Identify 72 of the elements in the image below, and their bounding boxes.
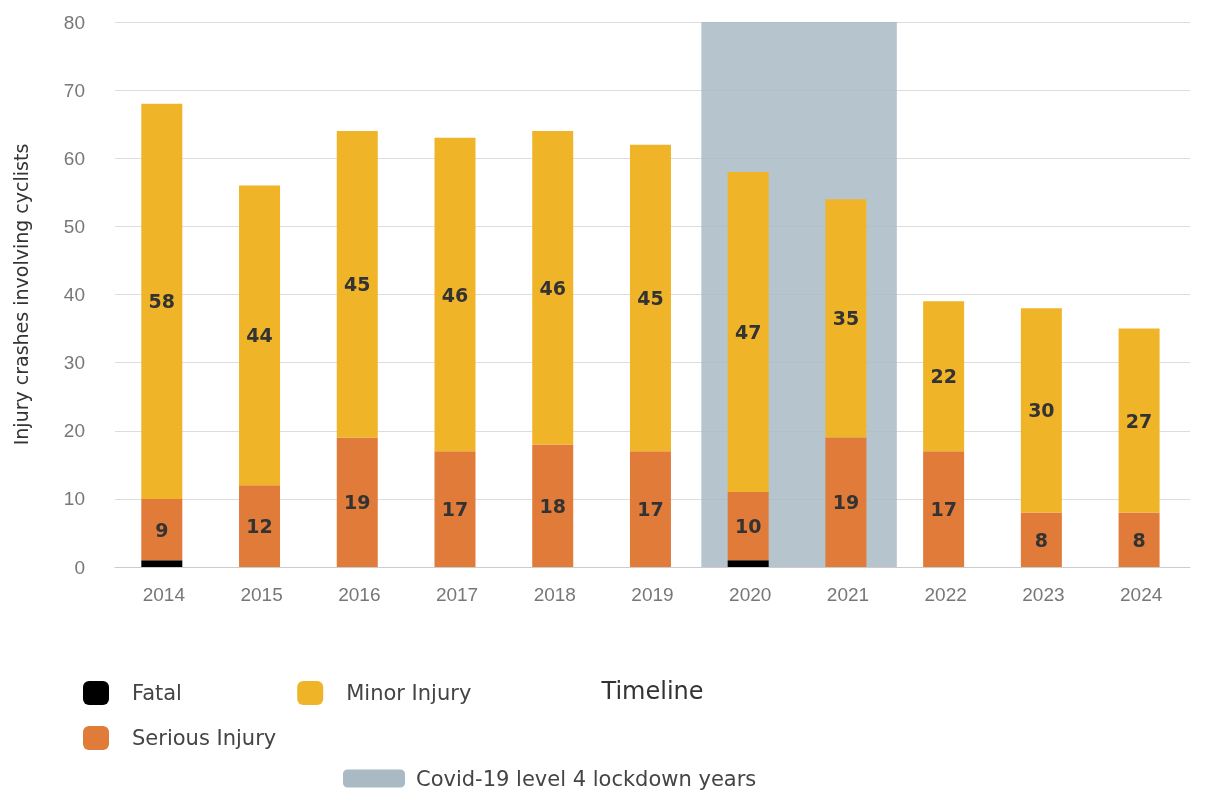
- data-label: 45: [637, 286, 664, 309]
- y-tick-label: 20: [63, 420, 85, 442]
- data-label: 22: [930, 365, 957, 388]
- data-label: 8: [1132, 528, 1146, 551]
- y-tick-label: 80: [63, 11, 85, 33]
- legend-label: Serious Injury: [132, 726, 277, 750]
- x-tick-label: 2015: [240, 584, 283, 605]
- bar: [532, 444, 574, 567]
- data-label: 19: [344, 491, 371, 514]
- bar: [532, 131, 574, 445]
- data-label: 10: [734, 515, 762, 538]
- x-tick-label: 2019: [631, 584, 674, 605]
- legend-label: Minor Injury: [346, 681, 472, 705]
- data-label: 17: [930, 498, 957, 521]
- bar: [825, 199, 867, 438]
- x-tick-label: 2021: [826, 584, 870, 605]
- x-tick-label: 2023: [1022, 584, 1065, 605]
- data-label: 17: [637, 498, 664, 521]
- bar: [434, 137, 476, 452]
- data-label: 19: [832, 491, 860, 514]
- bar: [239, 485, 281, 567]
- x-tick-label: 2020: [729, 584, 772, 605]
- bar: [141, 560, 183, 567]
- y-tick-label: 60: [63, 147, 85, 169]
- bar: [727, 171, 769, 493]
- data-label: 47: [734, 320, 762, 343]
- x-tick-label: 2014: [142, 584, 186, 605]
- bar: [629, 144, 671, 452]
- x-tick-label: 2024: [1120, 584, 1163, 605]
- bar: [727, 560, 769, 567]
- bar: [1020, 308, 1062, 513]
- data-label: 44: [246, 324, 273, 347]
- bar: [141, 103, 183, 499]
- y-tick-label: 30: [63, 352, 85, 374]
- bar: [825, 437, 867, 567]
- x-tick-label: 2022: [924, 584, 967, 605]
- x-axis-title: Timeline: [600, 677, 704, 705]
- bar: [923, 301, 965, 452]
- data-label: 45: [344, 273, 371, 296]
- bar: [629, 451, 671, 567]
- data-label: 9: [155, 518, 169, 541]
- bar: [1020, 512, 1062, 567]
- y-tick-label: 10: [63, 488, 85, 510]
- data-label: 30: [1028, 399, 1055, 422]
- data-label: 8: [1034, 528, 1048, 551]
- y-tick-label: 70: [63, 79, 85, 101]
- data-label: 17: [441, 498, 469, 521]
- x-tick-label: 2017: [435, 584, 479, 605]
- bar: [1118, 328, 1160, 513]
- bar: [923, 451, 965, 567]
- legend-label: Fatal: [132, 681, 182, 705]
- data-label: 46: [539, 276, 566, 299]
- data-label: 58: [148, 290, 176, 313]
- data-label: 46: [441, 283, 469, 306]
- bar: [336, 131, 378, 438]
- legend-label: Covid-19 level 4 lockdown years: [416, 766, 757, 791]
- x-tick-label: 2016: [338, 584, 381, 605]
- x-tick-label: 2018: [533, 584, 576, 605]
- bar: [434, 451, 476, 567]
- data-label: 12: [246, 515, 273, 538]
- y-tick-label: 40: [63, 284, 85, 305]
- y-tick-label: 50: [63, 215, 85, 237]
- y-axis-title: Injury crashes involving cyclists: [9, 143, 32, 446]
- data-label: 18: [539, 494, 566, 517]
- data-label: 35: [832, 307, 860, 330]
- bar: [336, 437, 378, 567]
- bar: [1118, 512, 1160, 567]
- bar: [239, 185, 281, 486]
- bar: [727, 492, 769, 561]
- data-label: 27: [1125, 409, 1153, 432]
- bar: [141, 498, 183, 561]
- y-tick-label: 0: [74, 556, 85, 578]
